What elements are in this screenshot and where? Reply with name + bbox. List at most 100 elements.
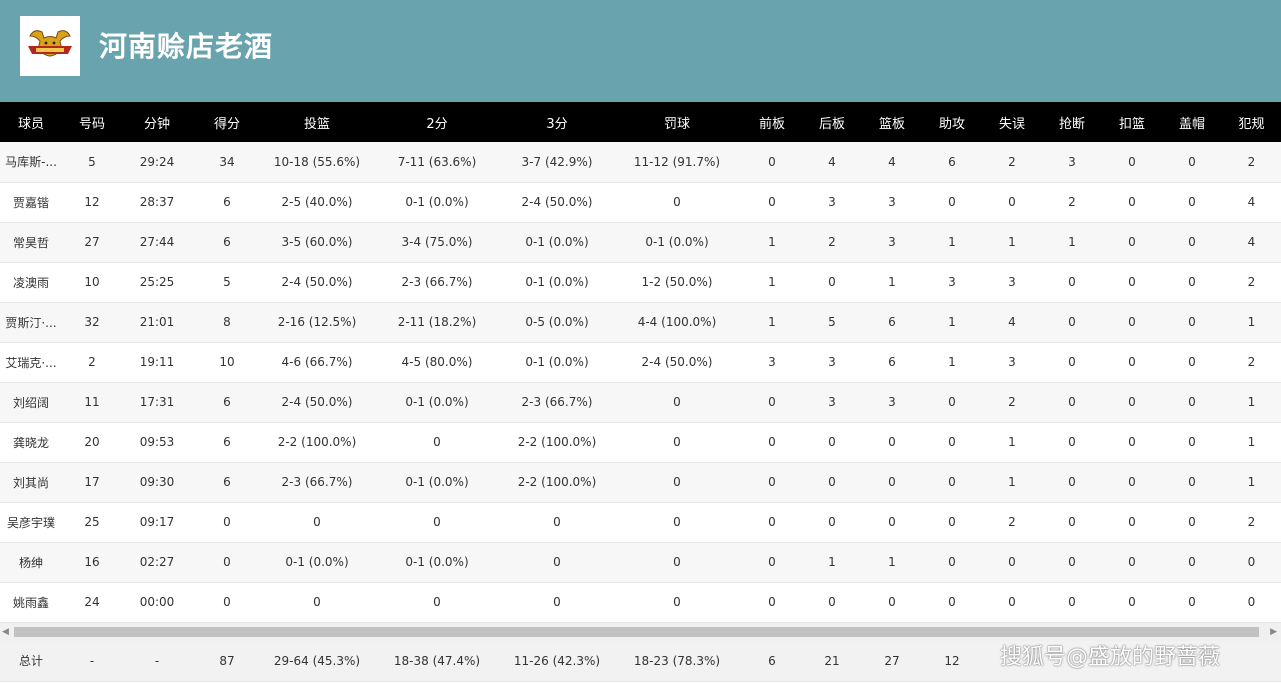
stat-cell: 0 [768,395,776,409]
stat-cell: 3 [828,355,836,369]
player-name-cell[interactable]: 马库斯-... [5,155,57,170]
stat-cell: 4 [1247,235,1256,249]
column-header[interactable]: 盖帽 [1178,116,1205,132]
stat-cell: 02:27 [139,555,175,569]
stat-cell: 0 [948,195,956,209]
player-name-cell[interactable]: 龚晓龙 [12,435,49,450]
stat-cell: 0 [1008,595,1016,609]
player-name-cell[interactable]: 刘绍阔 [12,395,49,410]
column-header[interactable]: 分钟 [143,116,170,132]
stat-cell: 2 [1247,275,1256,289]
column-header[interactable]: 抢断 [1058,116,1085,132]
stat-cell: 0 [1247,595,1256,609]
stat-cell: 2-4 (50.0%) [641,355,713,369]
stat-cell: 0 [223,515,231,529]
stat-cell: 0 [1008,555,1016,569]
stat-cell: 0 [1128,355,1136,369]
stat-cell: 0 [1068,595,1076,609]
stat-cell: 0 [828,275,836,289]
stat-cell: 10-18 (55.6%) [273,154,361,169]
stat-cell: 0 [828,595,836,609]
table-row: 凌澳雨 10 25:25 5 2-4 (50.0%) 2-3 (66.7%) 0-1 (0.… [0,262,1281,302]
column-header[interactable]: 失误 [998,116,1025,132]
column-header[interactable]: 2分 [426,116,448,132]
player-name-cell[interactable]: 吴彦宇璞 [6,515,55,530]
column-header[interactable]: 篮板 [878,116,905,132]
stat-cell: 0 [673,435,681,449]
stat-cell: 0 [223,555,231,569]
stat-cell: 0 [1068,275,1076,289]
player-name-cell[interactable]: 刘其尚 [12,475,49,490]
scroll-left-arrow-icon[interactable]: ◀ [2,627,9,637]
player-name-cell[interactable]: 凌澳雨 [12,275,49,290]
scrollbar-thumb[interactable] [14,627,1259,637]
stat-cell: 3-4 (75.0%) [401,235,473,249]
player-name-cell[interactable]: 贾斯汀·... [5,315,57,330]
stat-cell: 2 [1247,355,1256,369]
stat-cell: 11 [84,395,100,409]
stat-cell: 0-1 (0.0%) [405,555,469,569]
player-name-cell[interactable]: 贾嘉锴 [12,195,49,210]
column-header[interactable]: 3分 [546,116,568,132]
scroll-right-arrow-icon[interactable]: ▶ [1270,627,1277,637]
stat-cell: 0 [1068,315,1076,329]
stat-cell: 25 [84,515,100,529]
stat-cell: 00:00 [139,595,175,609]
stat-cell: 0 [1188,595,1196,609]
table-row: 刘绍阔 11 17:31 6 2-4 (50.0%) 0-1 (0.0%) 2-3 (66.… [0,382,1281,422]
stat-cell: 3 [1008,275,1016,289]
total-cell: - [154,653,160,668]
table-row: 杨绅 16 02:27 0 0-1 (0.0%) 0-1 (0.0%) 0 0 0 1 1 0 0 0 0 0… [0,542,1281,582]
stat-cell: 2-4 (50.0%) [521,195,593,209]
column-header[interactable]: 前板 [758,116,785,132]
stat-cell: 0 [1128,195,1136,209]
stat-cell: 0 [828,435,836,449]
player-name-cell[interactable]: 艾瑞克·... [5,355,57,370]
column-header[interactable]: 犯规 [1238,116,1265,132]
table-row: 姚雨鑫 24 00:00 0 0 0 0 0 0 0 0 0 0 0 0 0 0 [0,582,1281,622]
stat-cell: 0 [673,395,681,409]
stat-cell: 0 [553,595,561,609]
column-header[interactable]: 得分 [213,116,240,132]
stat-cell: 1 [1247,395,1256,409]
stat-cell: 20 [84,435,100,449]
stat-cell: 0 [1128,154,1136,169]
stat-cell: 3 [948,275,956,289]
stat-cell: 0 [1188,435,1196,449]
stat-cell: 0 [553,515,561,529]
player-name-cell[interactable]: 常昊哲 [12,235,49,250]
column-header[interactable]: 球员 [17,116,44,132]
stat-cell: 1 [1008,235,1016,249]
column-header[interactable]: 罚球 [663,116,690,132]
stat-cell: 0 [828,475,836,489]
stat-cell: 0 [673,515,681,529]
stat-cell: 34 [219,154,235,169]
stat-cell: 0-1 (0.0%) [405,475,469,489]
stat-cell: 0 [1068,355,1076,369]
stat-cell: 0-1 (0.0%) [405,395,469,409]
horizontal-scrollbar[interactable]: ◀ ▶ [0,623,1281,641]
column-header[interactable]: 后板 [818,116,845,132]
watermark: 搜狐号@盛放的野蔷薇 [1000,645,1221,670]
stat-cell: 1 [948,355,956,369]
stat-cell: 3 [768,355,776,369]
total-cell: 87 [219,653,235,668]
stat-cell: 1 [888,555,896,569]
stat-cell: 0 [433,435,441,449]
stat-cell: 0 [768,195,776,209]
stat-cell: 2-4 (50.0%) [281,395,353,409]
column-header[interactable]: 号码 [78,116,105,132]
stat-cell: 09:53 [139,435,175,449]
stat-cell: 0 [768,435,776,449]
player-name-cell[interactable]: 杨绅 [18,555,43,570]
player-name-cell[interactable]: 姚雨鑫 [12,595,49,610]
column-header[interactable]: 助攻 [938,116,965,132]
stat-cell: 0 [948,435,956,449]
column-header[interactable]: 扣篮 [1118,116,1145,132]
stat-cell: 0 [313,515,321,529]
stat-cell: 0 [948,595,956,609]
stat-cell: 2 [1008,154,1016,169]
column-header[interactable]: 投篮 [303,116,330,132]
stat-cell: 2-3 (66.7%) [281,475,353,489]
stat-cell: 2 [88,355,96,369]
